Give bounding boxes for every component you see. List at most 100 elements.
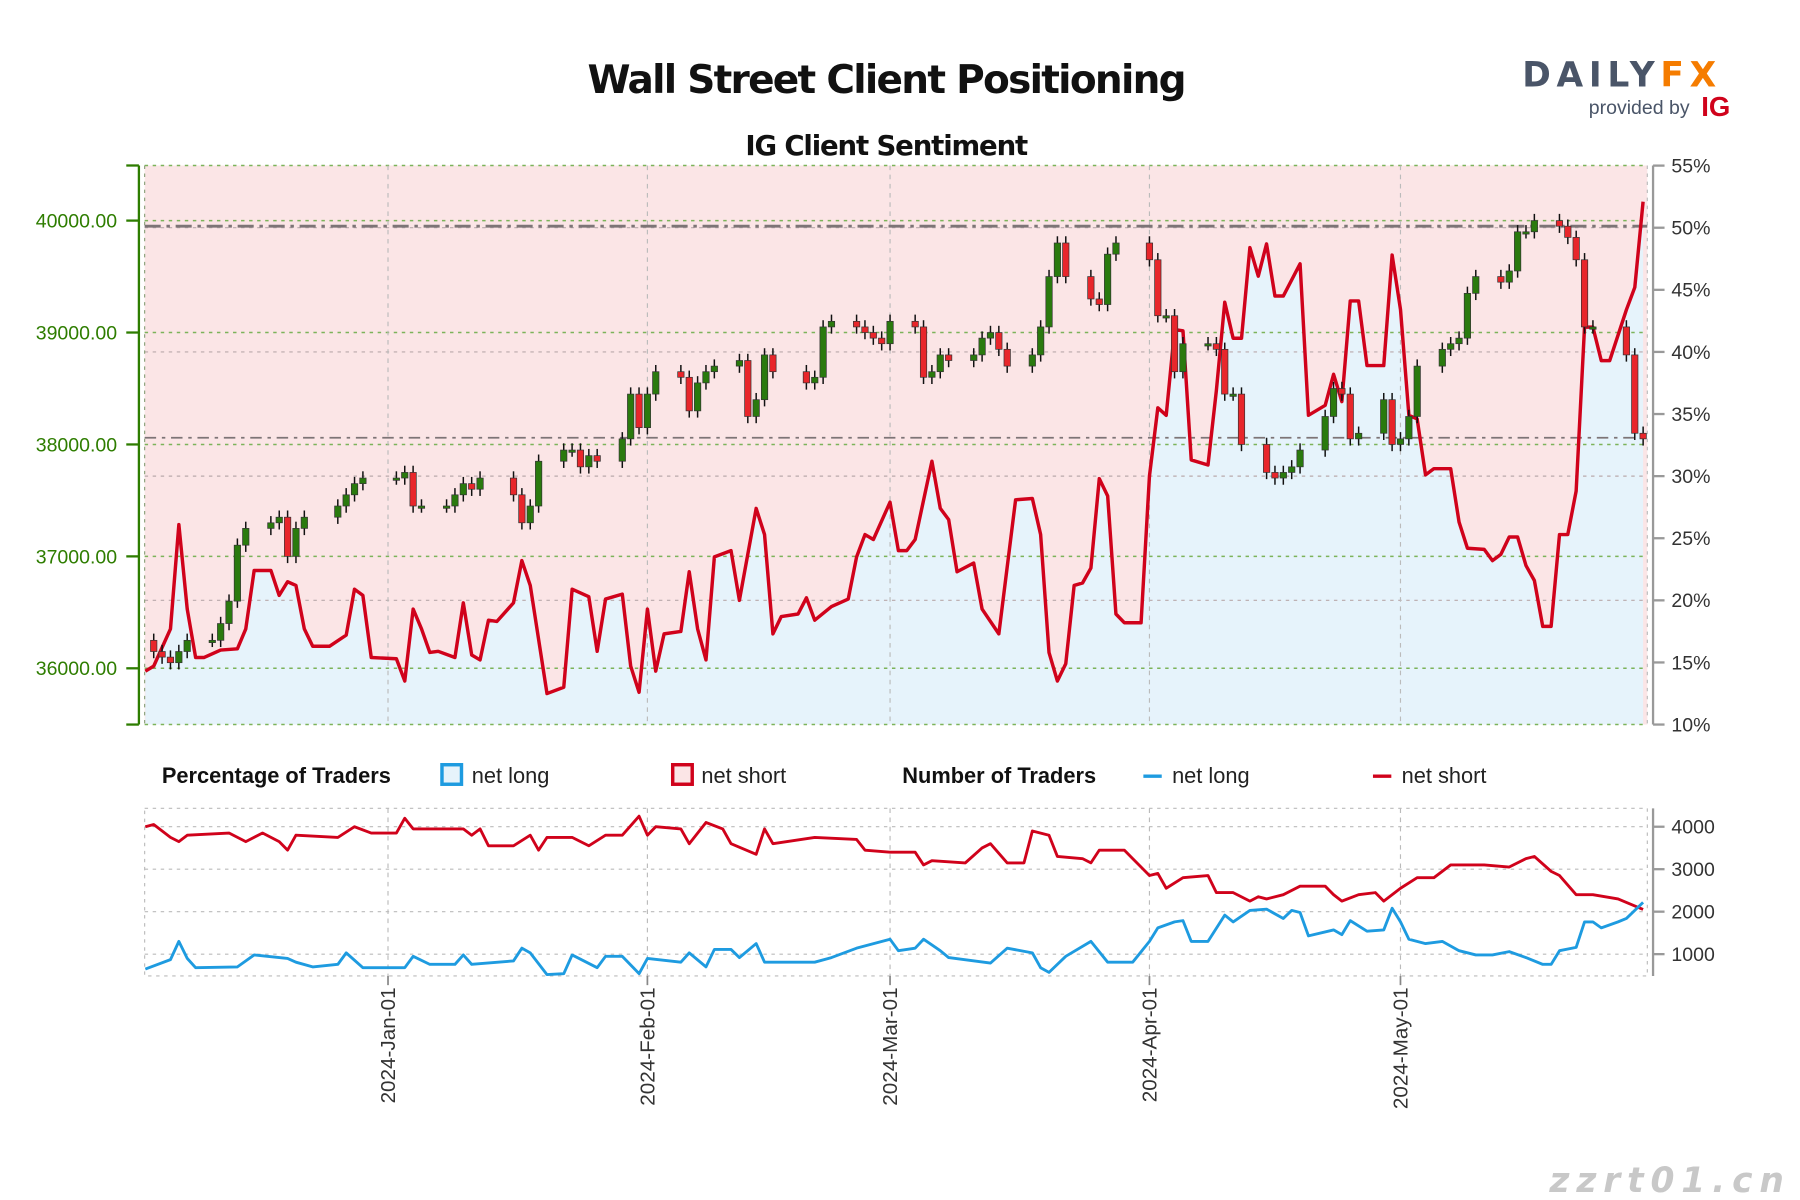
candle-body: [1639, 432, 1647, 440]
candle-body: [217, 623, 225, 641]
candle-body: [150, 639, 158, 652]
candle: [509, 471, 518, 502]
candle: [1639, 426, 1647, 446]
candle: [1296, 443, 1304, 474]
candle-body: [359, 477, 367, 484]
legend-net-short-swatch: [670, 763, 694, 786]
watermark: zzrt01.cn: [1548, 1161, 1790, 1200]
candle-body: [1296, 449, 1304, 468]
candle-body: [560, 449, 568, 462]
candle-body: [443, 505, 451, 509]
x-tick-label: 2024-Jan-01: [377, 987, 400, 1103]
candle-body: [861, 326, 869, 333]
candle-body: [1112, 242, 1120, 255]
pct-tick-label: 15%: [1671, 652, 1710, 674]
legend: Percentage of Traders net long net short…: [162, 763, 1486, 788]
count-tick-label: 2000: [1671, 902, 1715, 924]
legend-pct-net-long: net long: [472, 763, 550, 788]
candle-body: [677, 371, 685, 378]
candle-body: [585, 455, 593, 468]
candle-body: [986, 332, 995, 339]
candle: [476, 471, 484, 496]
candle-body: [401, 472, 409, 479]
candle: [535, 454, 543, 513]
candle: [300, 510, 308, 536]
candle-body: [911, 320, 919, 328]
candle-body: [568, 449, 576, 453]
candle-body: [1530, 220, 1538, 233]
candle: [1564, 219, 1572, 245]
candle-body: [1145, 242, 1154, 261]
candle: [936, 348, 944, 379]
candle: [694, 376, 702, 418]
x-tick-label: 2024-Mar-01: [879, 987, 902, 1105]
candle-body: [1405, 416, 1413, 440]
candle-body: [1028, 354, 1036, 367]
candle: [1355, 426, 1363, 446]
candle: [1095, 292, 1103, 312]
candle: [443, 499, 451, 513]
candle-body: [518, 494, 526, 524]
candle-body: [451, 494, 459, 507]
candle: [1087, 269, 1095, 306]
candle-body: [342, 494, 350, 507]
x-tick-label: 2024-Apr-01: [1138, 987, 1161, 1102]
candle-body: [936, 354, 944, 373]
candle-body: [1263, 444, 1271, 473]
candle-body: [802, 371, 810, 384]
candle-body: [694, 382, 702, 412]
candle-body: [760, 354, 769, 401]
candle-body: [1087, 276, 1095, 300]
candle: [526, 499, 534, 530]
candle-body: [1438, 348, 1446, 367]
count-tick-label: 1000: [1671, 944, 1715, 966]
candle-body: [1388, 399, 1396, 445]
candle: [1288, 460, 1296, 480]
candle: [811, 370, 819, 390]
candle: [417, 499, 426, 513]
candle: [1413, 359, 1421, 424]
candle-body: [417, 505, 426, 509]
candle: [1053, 236, 1061, 284]
candle: [1346, 387, 1354, 446]
candle: [769, 348, 777, 379]
candle-body: [1555, 220, 1564, 227]
candle-body: [1037, 326, 1045, 356]
pct-tick-label: 10%: [1671, 714, 1710, 736]
count-tick-label: 4000: [1671, 817, 1715, 839]
candle: [652, 364, 660, 401]
candle-body: [811, 376, 819, 384]
candle: [995, 325, 1003, 357]
candle-body: [878, 337, 886, 345]
candle-body: [1062, 242, 1070, 277]
candle-body: [1104, 253, 1112, 305]
candle: [1221, 342, 1229, 401]
candle-body: [769, 354, 777, 373]
candle-body: [535, 460, 543, 507]
pct-tick-label: 35%: [1671, 404, 1710, 426]
candle-body: [1463, 293, 1471, 339]
candle-body: [1229, 393, 1237, 397]
x-tick-label: 2024-May-01: [1389, 987, 1412, 1109]
candle-body: [853, 320, 861, 328]
candle-body: [350, 483, 359, 496]
pct-tick-label: 40%: [1671, 342, 1710, 364]
candle-body: [978, 337, 986, 356]
candle-body: [869, 332, 877, 339]
candle: [970, 348, 978, 368]
candle: [886, 314, 894, 351]
candle-body: [1162, 315, 1170, 319]
candle: [334, 499, 342, 524]
candle-body: [710, 365, 718, 373]
candle: [635, 387, 643, 435]
candle: [183, 633, 191, 659]
price-tick-label: 37000.00: [36, 546, 117, 568]
candle: [1329, 381, 1338, 424]
candle-body: [593, 455, 601, 462]
candle: [1037, 320, 1045, 362]
candle: [744, 353, 752, 424]
candle-body: [225, 600, 233, 624]
candle-body: [1355, 432, 1363, 440]
candle: [585, 448, 593, 474]
candle-body: [702, 371, 710, 384]
